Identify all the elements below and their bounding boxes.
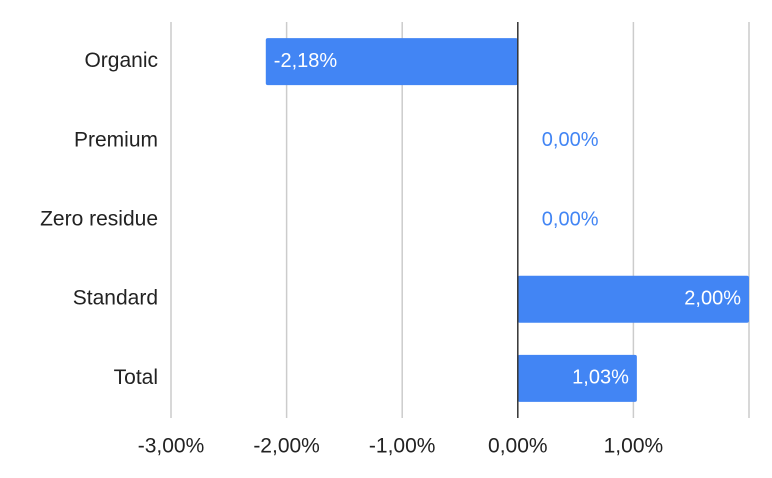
data-label: -2,18% <box>274 50 338 72</box>
x-tick-label: 0,00% <box>488 435 548 458</box>
x-tick-labels: -3,00% -2,00% -1,00% 0,00% 1,00% <box>138 435 663 458</box>
data-label: 0,00% <box>542 208 599 230</box>
data-label: 1,03% <box>572 367 629 389</box>
x-tick-label: -1,00% <box>369 435 436 458</box>
bars <box>265 38 749 402</box>
x-tick-label: 1,00% <box>604 435 664 458</box>
data-label: 0,00% <box>542 129 599 151</box>
data-label: 2,00% <box>684 287 741 309</box>
category-label: Premium <box>74 128 158 151</box>
data-labels: -2,18% 0,00% 0,00% 2,00% 1,03% <box>274 50 741 389</box>
gridlines <box>170 22 750 418</box>
category-label: Total <box>114 366 158 389</box>
bar <box>265 38 518 86</box>
category-label: Organic <box>84 49 158 72</box>
category-labels: Organic Premium Zero residue Standard Total <box>40 49 158 389</box>
x-tick-label: -3,00% <box>138 435 205 458</box>
x-tick-label: -2,00% <box>253 435 320 458</box>
bar <box>517 354 637 402</box>
bar <box>517 275 749 323</box>
category-label: Standard <box>73 287 158 310</box>
category-label: Zero residue <box>40 208 158 231</box>
